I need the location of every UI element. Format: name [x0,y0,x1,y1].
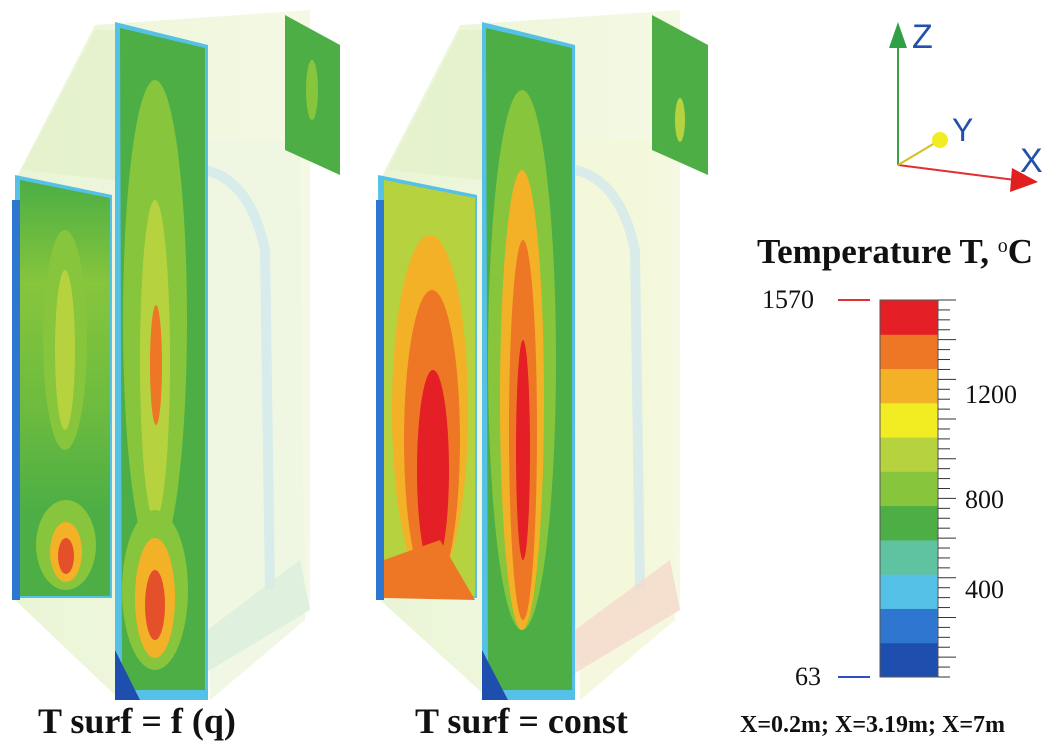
left-section-x02 [12,175,112,600]
colorbar-band [880,437,938,472]
left-shell-step [22,30,115,180]
x-axis-arrow [1010,168,1038,192]
right-shell-channel [573,165,645,591]
colorbar-band [880,368,938,404]
z-axis-arrow [889,22,907,48]
colorbar-band [880,334,938,370]
legend-label-400: 400 [965,575,1004,604]
y-axis-label: Y [952,112,973,148]
section-positions-caption: X=0.2m; X=3.19m; X=7m [740,712,1005,738]
right-shell-step [388,30,482,180]
colorbar-band [880,642,938,678]
colorbar-band [880,608,938,644]
legend-label-800: 800 [965,485,1004,514]
right-section-x02 [376,175,477,600]
right-shell-inner [570,140,675,700]
right-furnace-model [376,10,708,700]
temperature-colorbar [838,299,956,678]
legend-max-label: 1570 [762,285,814,314]
right-panel-caption: T surf = const [415,701,628,741]
colorbar-band [880,471,938,507]
x-axis-label: X [1020,142,1043,180]
left-section-x7 [285,15,340,175]
x-axis-line [897,164,1016,181]
colorbar-band [880,402,938,438]
colorbar-bands [879,299,939,678]
left-panel-caption: T surf = f (q) [38,701,236,741]
colorbar-band [880,300,938,335]
right-section-x7 [652,15,708,175]
legend-label-1200: 1200 [965,380,1017,409]
colorbar-band [880,539,938,575]
y-axis-marker [932,132,948,148]
legend-min-label: 63 [795,662,821,691]
colorbar-band [880,574,938,609]
axes-triad: Z Y X [889,18,1043,192]
colorbar-band [880,505,938,541]
left-shell-channel [203,165,275,591]
colorbar-minor-ticks [938,299,956,678]
left-furnace-model [12,10,340,700]
legend-title: Temperature T, oC [757,232,1034,271]
y-axis-line [897,139,941,166]
left-section-x319 [115,22,208,700]
z-axis-label: Z [912,18,933,56]
right-section-x319 [482,22,575,700]
left-shell-inner [200,140,305,700]
